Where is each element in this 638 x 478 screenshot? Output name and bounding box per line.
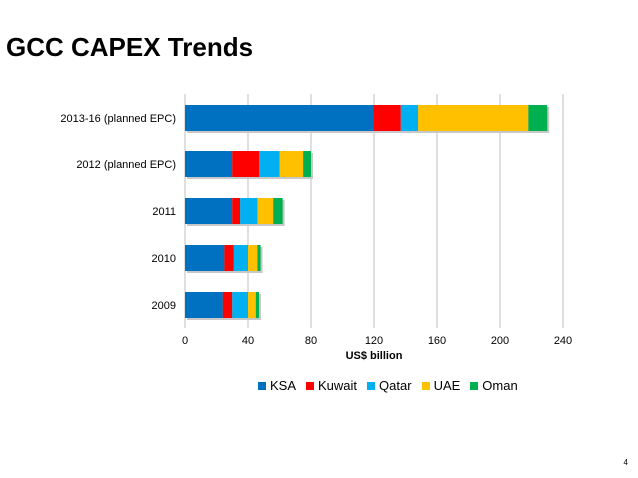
legend-item-ksa: KSA bbox=[258, 378, 296, 393]
category-labels: 2013-16 (planned EPC) 2012 (planned EPC) 2… bbox=[60, 113, 176, 312]
slide-title: GCC CAPEX Trends bbox=[6, 32, 254, 62]
bar-segment-oman bbox=[303, 151, 311, 177]
category-label: 2009 bbox=[152, 300, 176, 312]
bar-segment-qatar bbox=[259, 151, 280, 177]
bar-segment-qatar bbox=[240, 198, 258, 224]
bars bbox=[185, 105, 550, 320]
category-label: 2011 bbox=[152, 206, 176, 218]
bar-segment-ksa bbox=[185, 198, 233, 224]
bar-segment-kuwait bbox=[222, 292, 233, 318]
bar-segment-oman bbox=[255, 292, 260, 318]
legend-swatch bbox=[470, 381, 479, 390]
legend-label: Oman bbox=[482, 378, 518, 393]
legend-item-oman: Oman bbox=[470, 378, 518, 393]
bar-segment-uae bbox=[248, 292, 256, 318]
bar-segment-kuwait bbox=[224, 245, 234, 271]
x-tick-label: 120 bbox=[365, 335, 383, 347]
legend-label: KSA bbox=[270, 378, 297, 393]
bar-segment-ksa bbox=[185, 105, 374, 131]
bar-segment-oman bbox=[528, 105, 548, 131]
legend-swatch bbox=[258, 381, 266, 390]
legend-swatch bbox=[367, 381, 376, 390]
bar-segment-kuwait bbox=[374, 105, 401, 131]
x-tick-label: 160 bbox=[428, 335, 446, 347]
legend-swatch bbox=[421, 381, 430, 390]
legend-item-kuwait: Kuwait bbox=[306, 378, 357, 393]
legend-label: Qatar bbox=[379, 378, 412, 393]
category-label: 2013-16 (planned EPC) bbox=[60, 113, 176, 125]
bar-segment-qatar bbox=[400, 105, 419, 131]
bar-segment-ksa bbox=[185, 292, 223, 318]
category-label: 2010 bbox=[152, 253, 176, 265]
legend-label: Kuwait bbox=[318, 378, 358, 393]
x-tick-label: 80 bbox=[305, 335, 317, 347]
bar-segment-ksa bbox=[185, 151, 233, 177]
page-number: 4 bbox=[623, 458, 628, 467]
bar-segment-ksa bbox=[185, 245, 225, 271]
bar-segment-uae bbox=[279, 151, 304, 177]
legend-swatch bbox=[306, 381, 315, 390]
x-tick-label: 200 bbox=[491, 335, 509, 347]
x-tick-label: 40 bbox=[242, 335, 254, 347]
bar-segment-qatar bbox=[232, 292, 248, 318]
x-tick-label: 240 bbox=[554, 335, 572, 347]
x-tick-labels: 0 40 80 120 160 200 240 bbox=[182, 335, 572, 347]
legend-item-qatar: Qatar bbox=[367, 378, 412, 393]
legend-label: UAE bbox=[433, 378, 461, 393]
x-tick-label: 0 bbox=[182, 335, 188, 347]
bar-segment-uae bbox=[257, 198, 274, 224]
legend: KSA Kuwait Qatar UAE Oman bbox=[258, 378, 518, 393]
legend-item-uae: UAE bbox=[421, 378, 461, 393]
category-label: 2012 (planned EPC) bbox=[76, 159, 176, 171]
bar-segment-uae bbox=[418, 105, 529, 131]
bar-segment-oman bbox=[257, 245, 261, 271]
bar-segment-kuwait bbox=[232, 198, 241, 224]
bar-segment-oman bbox=[273, 198, 283, 224]
bar-segment-kuwait bbox=[232, 151, 260, 177]
x-axis-title: US$ billion bbox=[346, 350, 403, 362]
bar-segment-qatar bbox=[233, 245, 248, 271]
bar-segment-uae bbox=[248, 245, 258, 271]
